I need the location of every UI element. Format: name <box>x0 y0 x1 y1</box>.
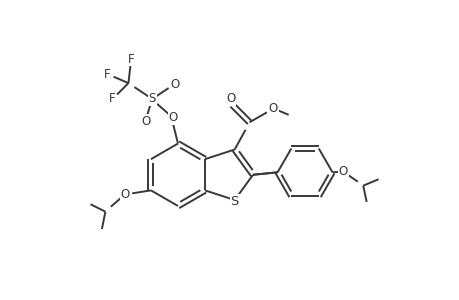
Text: O: O <box>169 78 179 91</box>
Text: O: O <box>338 165 347 178</box>
Text: O: O <box>141 115 151 128</box>
Text: F: F <box>127 53 134 66</box>
Text: O: O <box>226 92 235 106</box>
Text: F: F <box>109 92 116 106</box>
Text: O: O <box>268 102 277 115</box>
Text: O: O <box>120 188 129 201</box>
Text: F: F <box>104 68 111 81</box>
Text: S: S <box>230 194 238 208</box>
Text: O: O <box>168 111 177 124</box>
Text: S: S <box>148 92 156 106</box>
